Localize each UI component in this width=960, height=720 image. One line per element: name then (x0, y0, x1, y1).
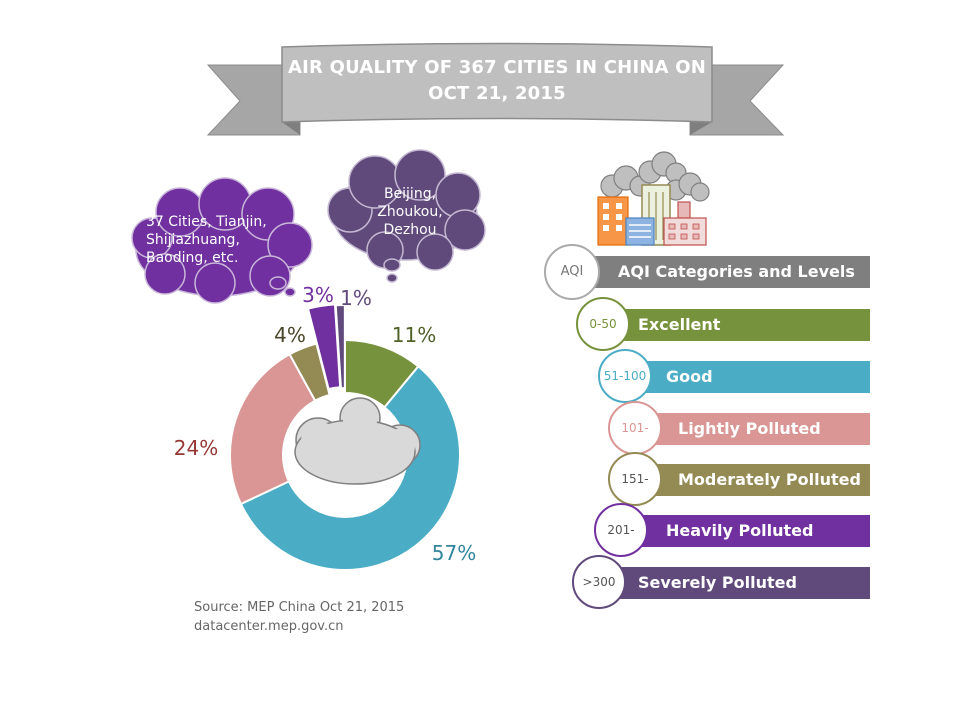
legend-range-excellent: 0-50 (576, 297, 630, 351)
legend-header: AQI AQI Categories and Levels (544, 244, 870, 300)
slice-label-moderately-polluted: 4% (274, 323, 306, 347)
bubble-text-severely: Beijing, Zhoukou, Dezhou (377, 186, 443, 238)
legend-range-severely-polluted: >300 (572, 555, 626, 609)
source-line-1: Source: MEP China Oct 21, 2015 (194, 600, 405, 615)
source-note: Source: MEP China Oct 21, 2015 datacente… (194, 598, 404, 636)
legend-bar-lightly-polluted (642, 413, 870, 445)
bubble-severely-polluted (327, 149, 486, 283)
donut-slice-lightly-polluted (229, 352, 317, 506)
slice-label-lightly-polluted: 24% (174, 436, 218, 460)
donut-slice-good (239, 364, 461, 571)
legend-range-heavily-polluted: 201-300 (594, 503, 648, 587)
legend-row-moderately-polluted: 151-200 Moderately Polluted (548, 452, 870, 536)
bubble-text-heavily: 37 Cities, Tianjin, Shijiazhuang, Baodin… (146, 214, 267, 266)
donut-slice-severely-polluted (334, 304, 346, 390)
legend-label-severely-polluted: Severely Polluted (638, 573, 797, 592)
legend-row-excellent: 0-50 Excellent (548, 297, 870, 351)
bubble-heavily-polluted (131, 177, 313, 304)
legend-row-lightly-polluted: 101-150 Lightly Polluted (548, 401, 870, 485)
legend-range-good: 51-100 (598, 349, 652, 403)
legend-bar-heavily-polluted (622, 515, 870, 547)
legend-row-severely-polluted: >300 Severely Polluted (548, 555, 870, 609)
donut-slice-moderately-polluted (288, 342, 331, 403)
legend-range-lightly-polluted: 101-150 (608, 401, 662, 485)
slice-label-heavily-polluted: 3% (302, 283, 334, 307)
legend-label-lightly-polluted: Lightly Polluted (678, 419, 821, 438)
chart-title: AIR QUALITY OF 367 CITIES IN CHINA ON OC… (288, 57, 706, 104)
legend-header-bar (576, 256, 870, 288)
legend-label-good: Good (666, 367, 713, 386)
legend-row-heavily-polluted: 201-300 Heavily Polluted (548, 503, 870, 587)
legend-row-good: 51-100 Good (548, 349, 870, 403)
legend-header-label: AQI Categories and Levels (618, 262, 855, 281)
legend-bar-excellent (602, 309, 870, 341)
legend-bar-good (626, 361, 870, 393)
slice-label-excellent: 11% (392, 323, 436, 347)
slice-label-good: 57% (432, 541, 476, 565)
slice-label-severely-polluted: 1% (340, 286, 372, 310)
legend-range-moderately-polluted: 151-200 (608, 452, 662, 536)
legend-label-excellent: Excellent (638, 315, 721, 334)
legend-bar-moderately-polluted (642, 464, 870, 496)
legend-label-moderately-polluted: Moderately Polluted (678, 470, 861, 489)
source-line-2: datacenter.mep.gov.cn (194, 619, 344, 634)
legend-label-heavily-polluted: Heavily Polluted (666, 521, 814, 540)
legend-header-circle: AQI (544, 244, 600, 300)
legend-bar-severely-polluted (600, 567, 870, 599)
